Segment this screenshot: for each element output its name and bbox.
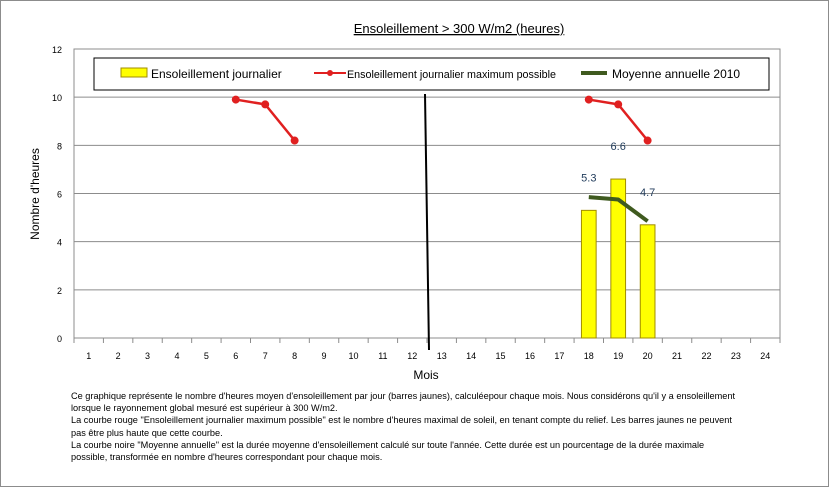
- bar-data-label: 6.6: [611, 141, 626, 153]
- x-tick-label: 6: [233, 351, 238, 361]
- legend-box: [93, 57, 770, 91]
- max-marker: [290, 136, 299, 145]
- y-tick-label: 8: [57, 141, 62, 151]
- mean-line: [588, 195, 649, 223]
- x-tick-label: 4: [174, 351, 179, 361]
- x-tick-label: 8: [292, 351, 297, 361]
- x-tick-label: 5: [204, 351, 209, 361]
- x-axis-label: Mois: [413, 368, 438, 382]
- note-line: Ce graphique représente le nombre d'heur…: [71, 391, 736, 401]
- legend-label-mean: Moyenne annuelle 2010: [612, 67, 740, 81]
- x-tick-label: 10: [348, 351, 358, 361]
- bar: [639, 224, 656, 339]
- x-tick-label: 11: [378, 351, 387, 361]
- max-marker: [643, 136, 652, 145]
- bar-data-label: 4.7: [640, 187, 655, 199]
- note-line: lorsque le rayonnement global mesuré est…: [71, 403, 338, 414]
- legend-swatch-max-marker: [327, 70, 333, 76]
- x-tick-label: 19: [613, 351, 623, 361]
- legend-label-daily: Ensoleillement journalier: [151, 67, 282, 81]
- y-tick-label: 12: [52, 45, 62, 55]
- x-tick-label: 20: [643, 351, 653, 361]
- x-tick-label: 23: [731, 351, 741, 361]
- note-line: possible, transformée en nombre d'heures…: [71, 452, 383, 463]
- bar: [610, 178, 627, 339]
- y-tick-label: 4: [57, 238, 62, 248]
- legend-label-max: Ensoleillement journalier maximum possib…: [347, 69, 556, 81]
- x-tick-label: 2: [116, 351, 121, 361]
- x-tick-label: 9: [322, 351, 327, 361]
- x-tick-label: 1: [86, 351, 91, 361]
- x-tick-label: 3: [145, 351, 150, 361]
- x-tick-label: 15: [496, 351, 506, 361]
- chart-title: Ensoleillement > 300 W/m2 (heures): [354, 21, 565, 36]
- y-tick-label: 6: [57, 190, 62, 200]
- legend: Ensoleillement journalier Ensoleillement…: [93, 57, 770, 91]
- y-axis-label: Nombre d'heures: [28, 148, 42, 240]
- x-tick-label: 13: [437, 351, 447, 361]
- period-divider-line: [424, 93, 430, 351]
- x-tick-label: 24: [760, 351, 770, 361]
- x-tick-label: 16: [525, 351, 535, 361]
- y-tick-label: 2: [57, 286, 62, 296]
- note-line: La courbe noire "Moyenne annuelle" est l…: [71, 439, 705, 450]
- max-marker: [231, 95, 240, 104]
- y-tick-label: 10: [52, 93, 62, 103]
- chart-description: Ce graphique représente le nombre d'heur…: [71, 390, 821, 463]
- x-tick-label: 7: [263, 351, 268, 361]
- note-line: pas être plus haute que cette courbe.: [71, 427, 223, 438]
- legend-swatch-bar: [120, 67, 148, 78]
- x-tick-label: 22: [701, 351, 711, 361]
- y-tick-label: 0: [57, 334, 62, 344]
- x-tick-label: 18: [584, 351, 594, 361]
- x-tick-label: 12: [407, 351, 417, 361]
- x-tick-label: 21: [672, 351, 682, 361]
- bar: [580, 209, 597, 339]
- bar-data-label: 5.3: [581, 172, 596, 184]
- x-tick-label: 14: [466, 351, 476, 361]
- max-marker: [584, 95, 593, 104]
- max-marker: [261, 100, 270, 109]
- max-marker: [614, 100, 623, 109]
- x-tick-label: 17: [554, 351, 564, 361]
- note-line: La courbe rouge "Ensoleillement journali…: [71, 415, 732, 426]
